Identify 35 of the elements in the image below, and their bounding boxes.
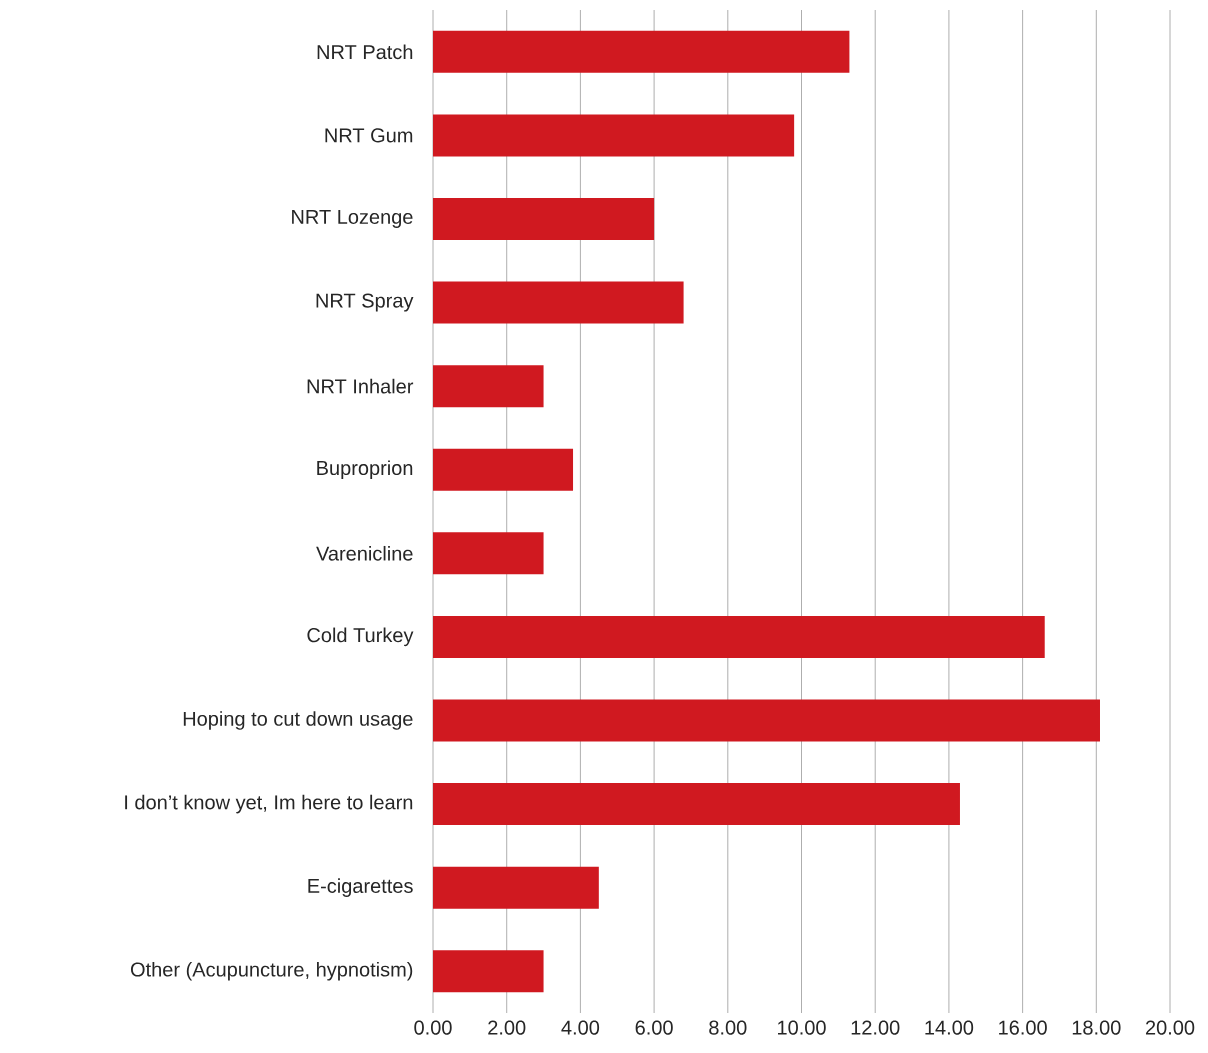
bar	[433, 30, 850, 73]
bar	[433, 197, 655, 240]
y-tick-label: Hoping to cut down usage	[183, 711, 413, 730]
x-tick-label: 16.00	[999, 1020, 1047, 1035]
bar	[433, 281, 684, 324]
y-tick-label: Buproprion	[317, 460, 413, 480]
bar	[433, 783, 960, 826]
y-tick-label: Cold Turkey	[307, 627, 414, 647]
y-tick-label: E-cigarettes	[308, 878, 413, 897]
bar	[433, 532, 544, 575]
bar	[433, 615, 1045, 658]
y-tick-label: Other (Acupuncture, hypnotism)	[130, 961, 413, 981]
x-tick-label: 0.00	[414, 1020, 452, 1035]
x-tick-label: 18.00	[1072, 1020, 1121, 1035]
bar	[433, 448, 574, 491]
x-tick-label: 14.00	[925, 1020, 974, 1035]
x-tick-label: 10.00	[778, 1020, 826, 1035]
x-tick-label: 20.00	[1145, 1020, 1195, 1035]
bar	[433, 365, 544, 408]
y-tick-label: NRT Spray	[316, 293, 414, 312]
x-tick-label: 8.00	[709, 1020, 747, 1035]
bar	[433, 114, 795, 157]
bar	[433, 699, 1100, 742]
x-tick-label: 6.00	[635, 1020, 673, 1035]
y-tick-label: Varenicline	[316, 545, 413, 561]
bar	[433, 866, 599, 909]
y-tick-label: I don’t know yet, Im here to learn	[125, 794, 413, 814]
x-tick-label: 2.00	[488, 1020, 526, 1035]
y-tick-label: NRT Lozenge	[292, 210, 413, 228]
y-tick-label: NRT Patch	[317, 44, 413, 60]
x-tick-label: 12.00	[851, 1020, 900, 1035]
x-tick-label: 4.00	[561, 1020, 600, 1035]
bar	[433, 950, 544, 993]
y-tick-label: NRT Gum	[325, 128, 413, 143]
y-tick-label: NRT Inhaler	[307, 378, 414, 394]
